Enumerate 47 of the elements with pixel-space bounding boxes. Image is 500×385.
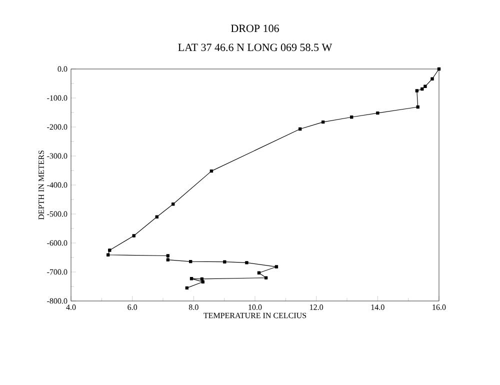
x-tick-label: 14.0 (371, 304, 384, 310)
point (321, 120, 325, 124)
point (210, 169, 214, 173)
point (166, 258, 170, 262)
point (437, 67, 441, 71)
point (166, 254, 170, 258)
point (416, 105, 420, 109)
y-tick-label: -500.0 (47, 211, 68, 217)
point (420, 87, 424, 91)
point (264, 276, 268, 280)
point (223, 260, 226, 264)
x-tick-label: 8.0 (188, 304, 198, 310)
point (190, 277, 194, 280)
x-tick-label: 12.0 (310, 304, 324, 310)
point (172, 202, 175, 206)
point (106, 253, 110, 256)
point (424, 84, 427, 88)
point (185, 286, 189, 290)
point (350, 116, 354, 119)
y-tick-label: -200.0 (47, 124, 68, 130)
point (430, 77, 434, 80)
chart-title: DROP 106 (231, 24, 279, 32)
point (189, 260, 192, 264)
y-tick-label: -600.0 (47, 240, 68, 246)
point (257, 271, 261, 274)
x-tick-label: 4.0 (66, 304, 76, 310)
y-tick-label: -300.0 (47, 153, 68, 159)
point (274, 265, 278, 268)
y-tick-label: -100.0 (47, 95, 68, 101)
chart-subtitle: LAT 37 46.6 N LONG 069 58.5 W (178, 44, 332, 52)
point (245, 261, 248, 264)
y-tick-label: 0.0 (58, 66, 68, 72)
x-axis-title: TEMPERATURE IN CELCIUS (204, 312, 306, 318)
point (376, 111, 380, 115)
y-tick-label: -700.0 (47, 269, 68, 275)
point (201, 280, 204, 284)
point (298, 127, 302, 131)
y-axis-title: DEPTH IN METERS (38, 150, 44, 220)
y-tick-label: -400.0 (47, 182, 68, 188)
x-tick-label: 6.0 (128, 304, 138, 310)
point (108, 248, 112, 252)
y-tick-label: -800.0 (47, 298, 68, 304)
x-tick-label: 16.0 (432, 304, 446, 310)
point (132, 234, 136, 238)
point (415, 89, 419, 92)
x-tick-label: 10.0 (248, 304, 262, 310)
point (155, 215, 158, 218)
